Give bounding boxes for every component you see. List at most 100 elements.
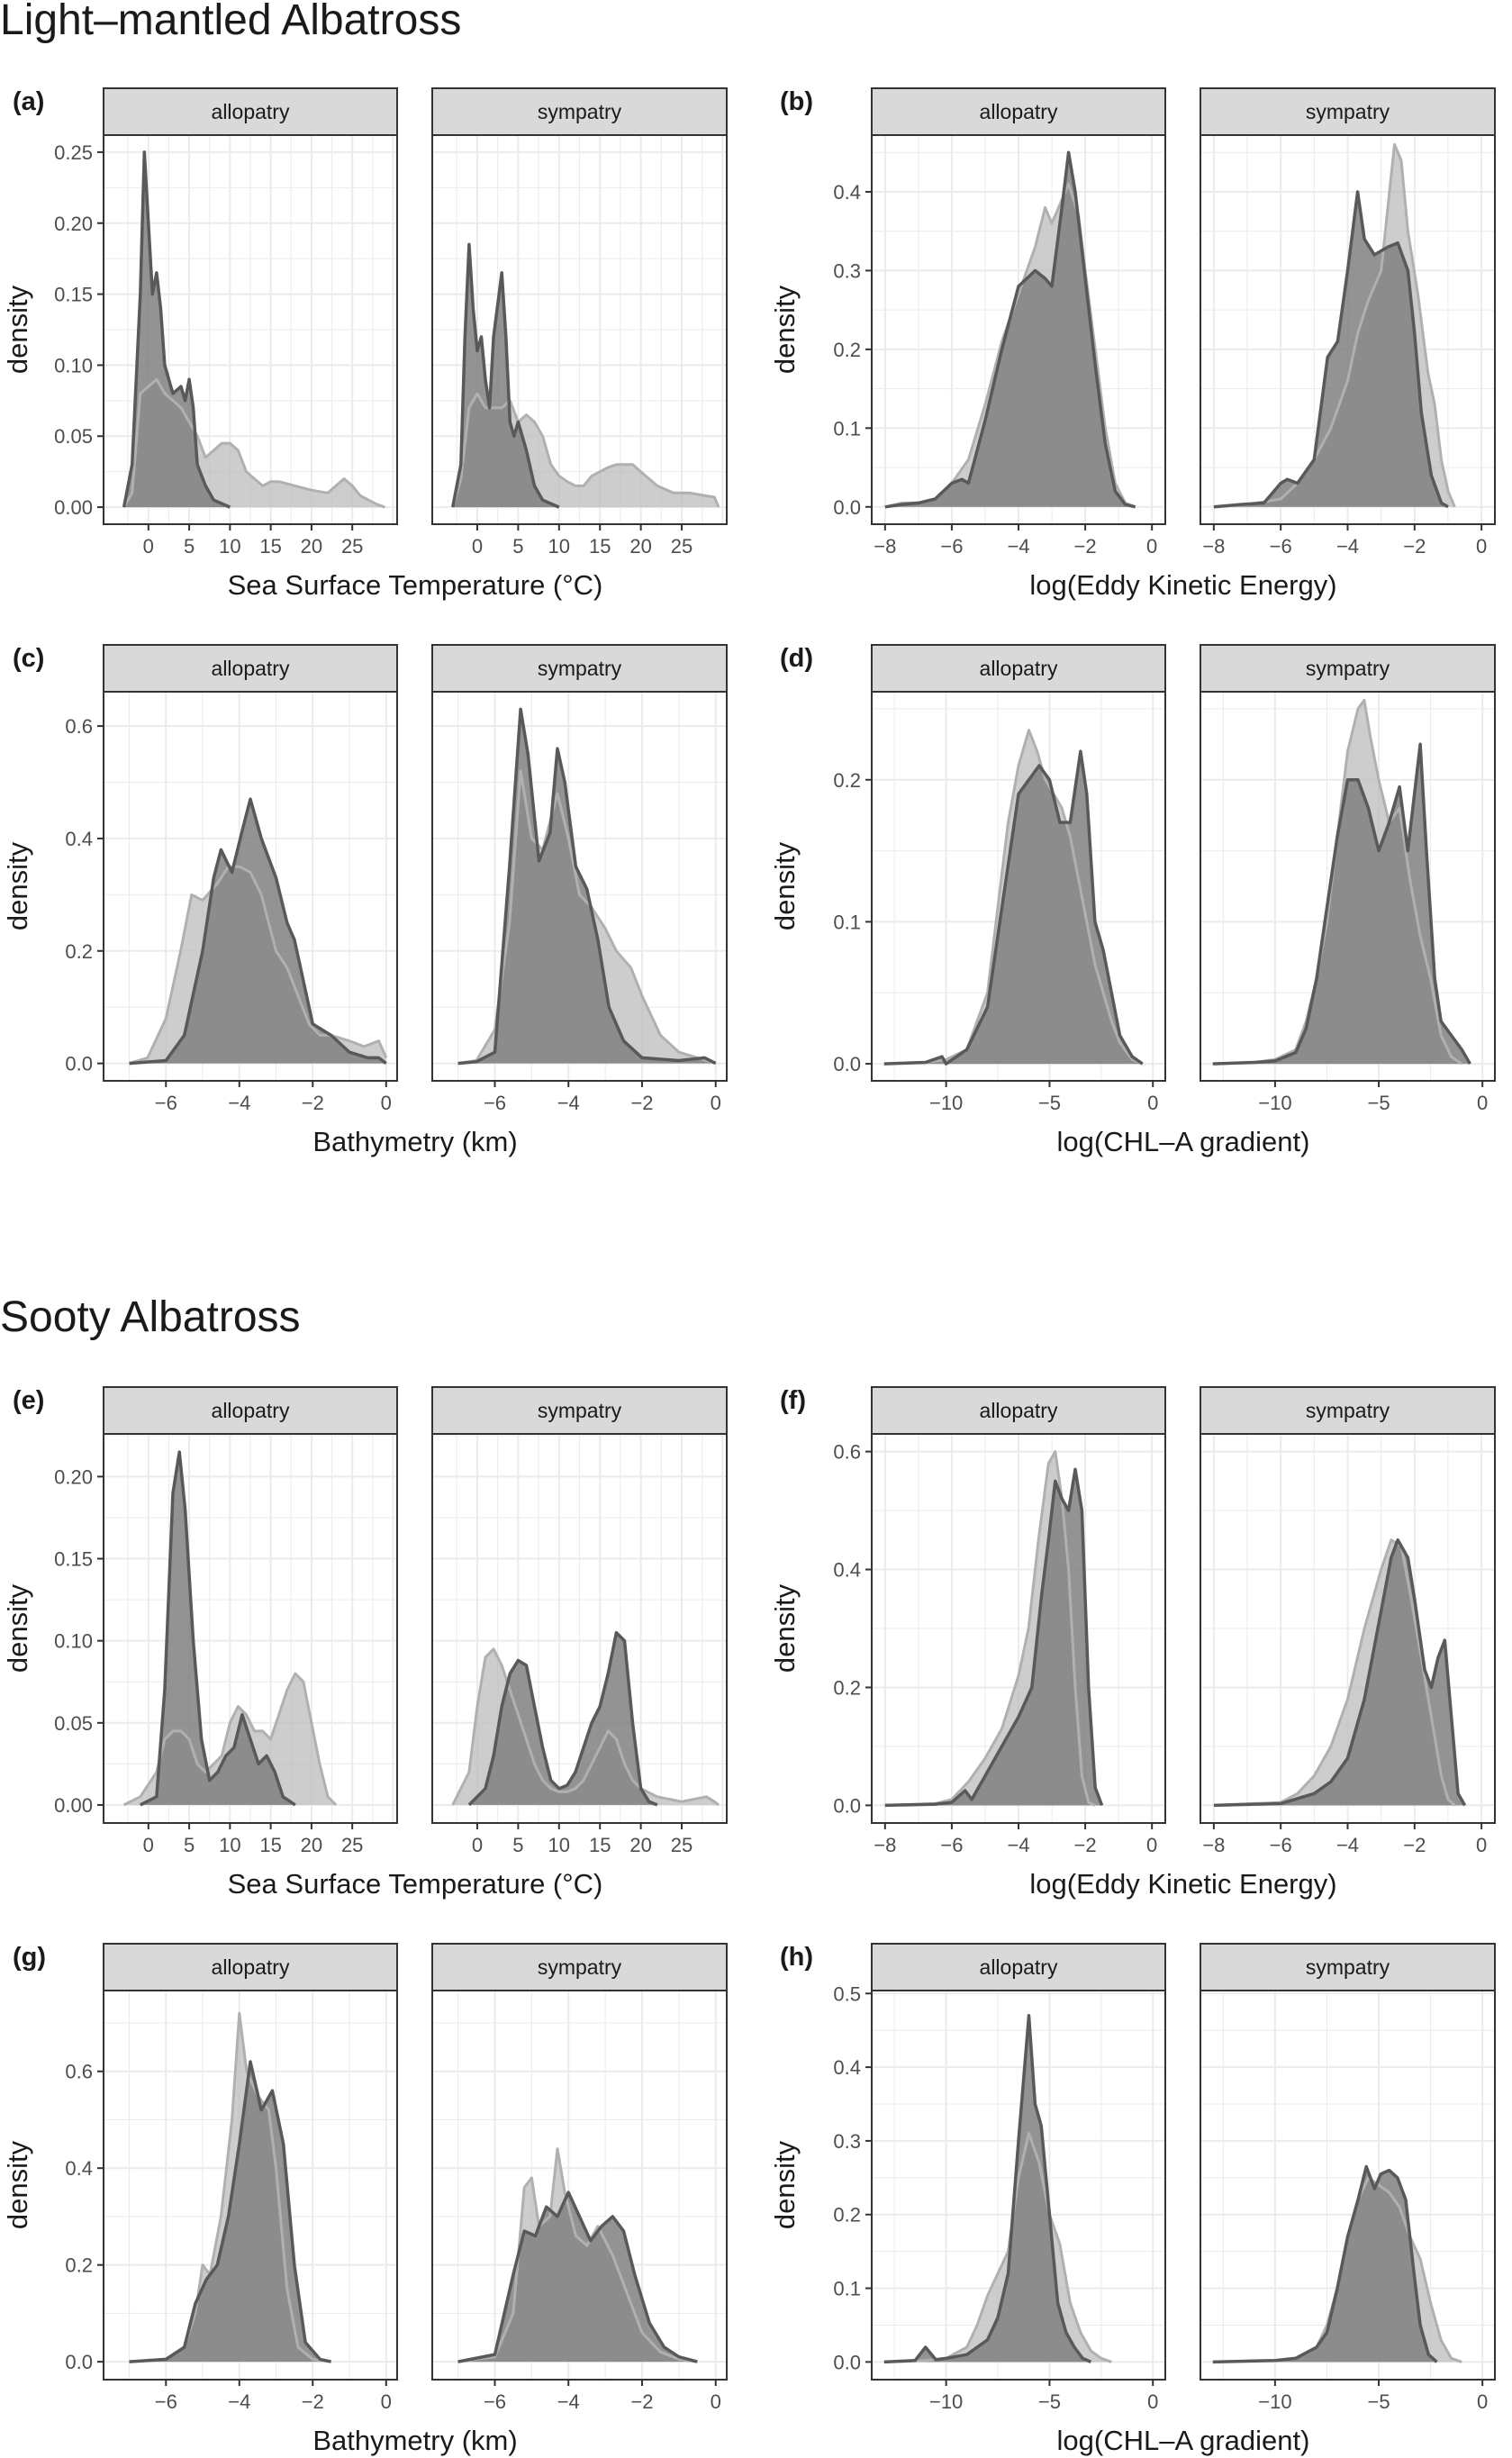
x-tick-label: 20 [629, 1834, 651, 1856]
x-tick-label: 15 [259, 1834, 281, 1856]
x-tick-label: −10 [1258, 1092, 1291, 1114]
facet-strip [1200, 1386, 1496, 1435]
x-tick-label: −2 [1403, 535, 1426, 558]
y-tick-label: 0.4 [833, 181, 861, 204]
facet-strip-label: sympatry [538, 1955, 622, 1979]
y-tick-label: 0.00 [54, 496, 93, 519]
density-line-dark [1212, 2164, 1438, 2364]
facet-sympatry: sympatry −6 −4 −2 0 [431, 644, 728, 1114]
facet-allopatry: allopatry −8 −6 −4 −2 0 0.0 0.1 0.2 0.3 0.4 [833, 87, 1166, 558]
x-tick-label: −4 [1336, 535, 1359, 558]
facet-sympatry: sympatry 0 5 10 15 20 25 [431, 1386, 728, 1856]
panel-label: (a) [13, 87, 44, 116]
plot-frame [871, 1990, 1166, 2381]
density-line-light [457, 769, 717, 1066]
x-tick-label: −4 [228, 1092, 250, 1114]
density-line-light [122, 377, 385, 509]
x-tick-label: 0 [1146, 1834, 1157, 1856]
facet-strip [1200, 644, 1496, 693]
x-tick-label: 0 [711, 2390, 721, 2413]
gridlines [104, 1434, 397, 1823]
x-tick-label: −4 [1007, 1834, 1029, 1856]
x-axis-title: log(CHL–A gradient) [1057, 1126, 1310, 1157]
facet-strip-label: allopatry [980, 1399, 1058, 1422]
plot-frame [431, 691, 728, 1082]
facet-strip-label: allopatry [212, 657, 290, 680]
density-line-dark [450, 242, 560, 509]
density-line-light [883, 729, 1144, 1066]
facet-strip-label: sympatry [538, 100, 622, 123]
plot-frame [871, 691, 1166, 1082]
plot-frame [103, 1990, 398, 2381]
density-area-dark [883, 2015, 1091, 2363]
y-tick-label: 0.10 [54, 354, 93, 376]
section-title-light-mantled: Light–mantled Albatross [0, 0, 461, 44]
x-tick-label: −4 [557, 1092, 580, 1114]
y-tick-label: 0.0 [833, 496, 861, 519]
density-area-dark [123, 151, 231, 508]
x-tick-label: 20 [301, 1834, 322, 1856]
y-tick-label: 0.6 [833, 1441, 861, 1464]
facet-strip [871, 87, 1166, 136]
facet-strip-label: allopatry [212, 1955, 290, 1979]
y-tick-label: 0.20 [54, 213, 93, 235]
facet-strip-label: sympatry [1306, 657, 1390, 680]
x-tick-label: −5 [1367, 2390, 1390, 2413]
x-tick-label: −4 [1007, 535, 1029, 558]
x-axis-title: log(CHL–A gradient) [1057, 2425, 1310, 2456]
density-line-light [451, 1647, 720, 1807]
x-tick-label: 0 [381, 2390, 392, 2413]
plot-frame [1200, 1990, 1496, 2381]
x-tick-label: 0 [1147, 1092, 1158, 1114]
density-line-dark [1212, 742, 1471, 1066]
x-tick-label: 0 [472, 1834, 483, 1856]
facet-allopatry: allopatry −10 −5 0 0.0 0.1 0.2 [833, 644, 1166, 1114]
x-tick-label: 15 [589, 535, 611, 558]
panel-label: (b) [780, 87, 813, 116]
density-line-dark [467, 1630, 658, 1807]
y-axis-title: density [769, 285, 801, 374]
x-tick-label: 10 [219, 1834, 240, 1856]
density-line-light [457, 2147, 698, 2363]
x-axis-title: log(Eddy Kinetic Energy) [1029, 1868, 1336, 1900]
x-tick-label: −8 [1202, 535, 1225, 558]
x-tick-label: 0 [1477, 2390, 1488, 2413]
density-line-dark [1213, 190, 1449, 509]
y-tick-label: 0.0 [833, 2351, 861, 2373]
x-tick-label: −2 [1403, 1834, 1426, 1856]
facet-strip [871, 644, 1166, 693]
y-tick-label: 0.4 [833, 1559, 861, 1582]
x-tick-label: −6 [940, 535, 963, 558]
facet-allopatry: allopatry 0 5 10 15 20 25 0.00 0.05 0.10 0.15 0.20 0… [54, 87, 398, 558]
density-area-dark [452, 244, 559, 508]
x-tick-label: 0 [472, 535, 483, 558]
panels: (a) density Sea Surface Temperature (°C) al… [2, 87, 1496, 2456]
y-tick-label: 0.0 [833, 1053, 861, 1075]
y-tick-label: 0.5 [833, 1982, 861, 2005]
plot-frame [431, 1433, 728, 1824]
x-tick-label: −6 [1270, 535, 1292, 558]
y-tick-label: 0.10 [54, 1630, 93, 1653]
facet-strip [431, 644, 728, 693]
facet-allopatry: allopatry 0 5 10 15 20 25 0.00 0.05 0.10 0.15 0.20 [54, 1386, 398, 1856]
x-tick-label: −8 [1202, 1834, 1225, 1856]
x-tick-label: 0 [381, 1092, 392, 1114]
x-tick-label: 10 [219, 535, 240, 558]
density-line-dark [122, 150, 231, 509]
x-tick-label: 0 [143, 1834, 154, 1856]
x-tick-label: 0 [1476, 1834, 1487, 1856]
facet-strip-label: allopatry [212, 1399, 290, 1422]
facet-strip-label: sympatry [1306, 1399, 1390, 1422]
facet-sympatry: sympatry −6 −4 −2 0 [431, 1943, 728, 2413]
x-tick-label: 5 [512, 1834, 523, 1856]
panel-label: (f) [780, 1386, 806, 1415]
section-title-sooty: Sooty Albatross [0, 1293, 301, 1341]
x-tick-label: 0 [1476, 535, 1487, 558]
x-tick-label: 15 [589, 1834, 611, 1856]
density-line-dark [129, 797, 387, 1066]
x-tick-label: −2 [302, 2390, 324, 2413]
x-tick-label: −4 [557, 2390, 580, 2413]
y-axis-title: density [769, 1583, 801, 1673]
panel-label: (g) [13, 1943, 46, 1972]
